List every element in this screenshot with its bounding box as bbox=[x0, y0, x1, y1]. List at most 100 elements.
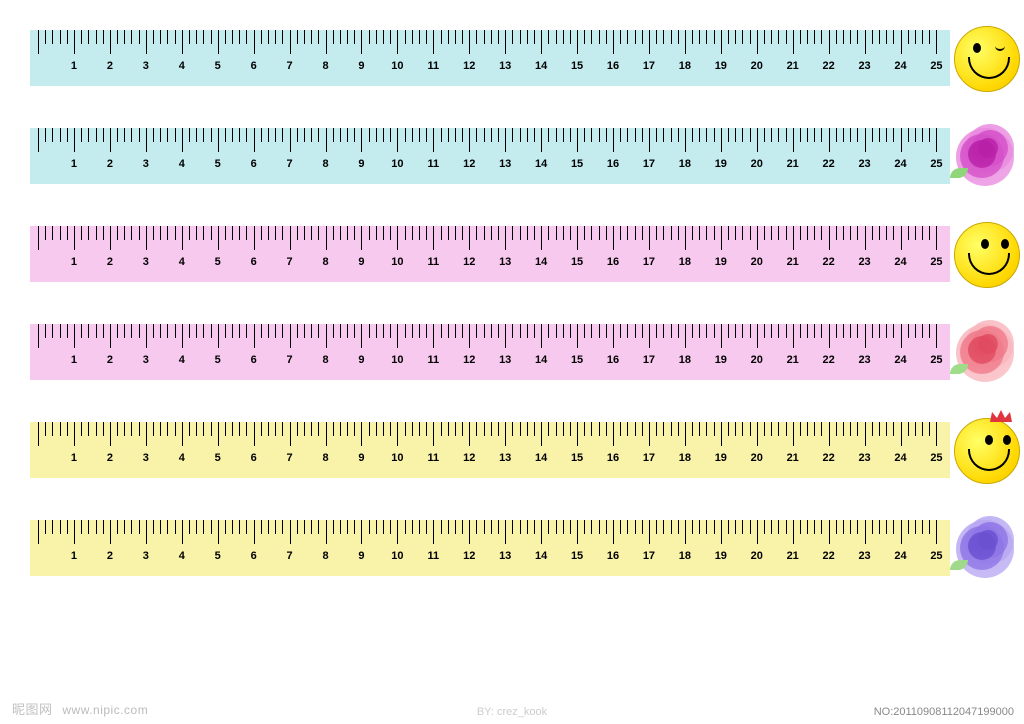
tick-label: 7 bbox=[287, 354, 293, 366]
tick-label: 20 bbox=[751, 354, 763, 366]
tick-label: 4 bbox=[179, 452, 185, 464]
tick-label: 4 bbox=[179, 60, 185, 72]
tick-label: 1 bbox=[71, 354, 77, 366]
tick-label: 14 bbox=[535, 354, 547, 366]
tick-label: 15 bbox=[571, 550, 583, 562]
tick-label: 4 bbox=[179, 256, 185, 268]
tick-label: 2 bbox=[107, 550, 113, 562]
tick-label: 16 bbox=[607, 60, 619, 72]
tick-label: 14 bbox=[535, 452, 547, 464]
tick-label: 25 bbox=[930, 60, 942, 72]
tick-label: 10 bbox=[391, 158, 403, 170]
tick-label: 6 bbox=[251, 550, 257, 562]
tick-label: 21 bbox=[787, 256, 799, 268]
tick-label: 9 bbox=[358, 354, 364, 366]
ruler: 1234567891011121314151617181920212223242… bbox=[30, 422, 950, 478]
tick-label: 7 bbox=[287, 60, 293, 72]
tick-label: 4 bbox=[179, 354, 185, 366]
tick-label: 8 bbox=[322, 452, 328, 464]
tick-label: 11 bbox=[427, 158, 439, 170]
tick-label: 2 bbox=[107, 452, 113, 464]
tick-label: 1 bbox=[71, 550, 77, 562]
tick-label: 8 bbox=[322, 158, 328, 170]
tick-label: 13 bbox=[499, 158, 511, 170]
tick-label: 24 bbox=[894, 452, 906, 464]
tick-label: 14 bbox=[535, 550, 547, 562]
tick-label: 11 bbox=[427, 256, 439, 268]
crown-icon bbox=[989, 409, 1013, 423]
tick-label: 23 bbox=[858, 256, 870, 268]
tick-label: 10 bbox=[391, 452, 403, 464]
tick-label: 24 bbox=[894, 60, 906, 72]
tick-label: 10 bbox=[391, 354, 403, 366]
tick-label: 5 bbox=[215, 452, 221, 464]
tick-label: 5 bbox=[215, 60, 221, 72]
tick-label: 2 bbox=[107, 60, 113, 72]
tick-label: 16 bbox=[607, 158, 619, 170]
tick-label: 13 bbox=[499, 256, 511, 268]
tick-label: 24 bbox=[894, 158, 906, 170]
ruler-row: 1234567891011121314151617181920212223242… bbox=[30, 422, 1004, 478]
rose-icon bbox=[954, 320, 1016, 382]
tick-label: 22 bbox=[823, 452, 835, 464]
tick-label: 9 bbox=[358, 452, 364, 464]
tick-label: 3 bbox=[143, 60, 149, 72]
tick-label: 22 bbox=[823, 550, 835, 562]
tick-label: 19 bbox=[715, 256, 727, 268]
tick-label: 19 bbox=[715, 60, 727, 72]
tick-label: 23 bbox=[858, 158, 870, 170]
tick-label: 21 bbox=[787, 550, 799, 562]
smiley-icon bbox=[954, 418, 1020, 484]
tick-label: 21 bbox=[787, 60, 799, 72]
tick-label: 23 bbox=[858, 60, 870, 72]
tick-label: 1 bbox=[71, 158, 77, 170]
tick-label: 6 bbox=[251, 256, 257, 268]
tick-label: 7 bbox=[287, 256, 293, 268]
tick-label: 11 bbox=[427, 354, 439, 366]
tick-label: 14 bbox=[535, 256, 547, 268]
tick-label: 10 bbox=[391, 60, 403, 72]
tick-label: 6 bbox=[251, 452, 257, 464]
ruler: 1234567891011121314151617181920212223242… bbox=[30, 520, 950, 576]
tick-label: 1 bbox=[71, 452, 77, 464]
tick-label: 5 bbox=[215, 354, 221, 366]
tick-label: 19 bbox=[715, 158, 727, 170]
tick-label: 13 bbox=[499, 550, 511, 562]
tick-label: 24 bbox=[894, 256, 906, 268]
tick-label: 4 bbox=[179, 550, 185, 562]
tick-label: 7 bbox=[287, 158, 293, 170]
tick-label: 18 bbox=[679, 158, 691, 170]
ruler: 1234567891011121314151617181920212223242… bbox=[30, 226, 950, 282]
tick-label: 21 bbox=[787, 452, 799, 464]
tick-label: 7 bbox=[287, 550, 293, 562]
tick-label: 11 bbox=[427, 550, 439, 562]
tick-label: 16 bbox=[607, 354, 619, 366]
tick-label: 22 bbox=[823, 158, 835, 170]
tick-label: 20 bbox=[751, 452, 763, 464]
tick-label: 17 bbox=[643, 452, 655, 464]
tick-label: 17 bbox=[643, 60, 655, 72]
tick-label: 16 bbox=[607, 256, 619, 268]
tick-label: 17 bbox=[643, 158, 655, 170]
tick-label: 3 bbox=[143, 256, 149, 268]
tick-label: 3 bbox=[143, 550, 149, 562]
tick-label: 20 bbox=[751, 256, 763, 268]
smiley-icon bbox=[954, 222, 1020, 288]
ruler-decoration bbox=[954, 320, 1024, 390]
tick-label: 1 bbox=[71, 256, 77, 268]
tick-label: 4 bbox=[179, 158, 185, 170]
tick-label: 5 bbox=[215, 158, 221, 170]
tick-label: 9 bbox=[358, 256, 364, 268]
tick-label: 2 bbox=[107, 354, 113, 366]
serial-number: NO:20110908112047199000 bbox=[874, 706, 1014, 718]
tick-label: 10 bbox=[391, 256, 403, 268]
tick-label: 9 bbox=[358, 550, 364, 562]
ruler-decoration bbox=[954, 418, 1024, 488]
tick-label: 16 bbox=[607, 550, 619, 562]
tick-label: 1 bbox=[71, 60, 77, 72]
ruler: 1234567891011121314151617181920212223242… bbox=[30, 128, 950, 184]
tick-label: 12 bbox=[463, 354, 475, 366]
tick-label: 15 bbox=[571, 256, 583, 268]
ruler: 1234567891011121314151617181920212223242… bbox=[30, 30, 950, 86]
tick-label: 6 bbox=[251, 158, 257, 170]
